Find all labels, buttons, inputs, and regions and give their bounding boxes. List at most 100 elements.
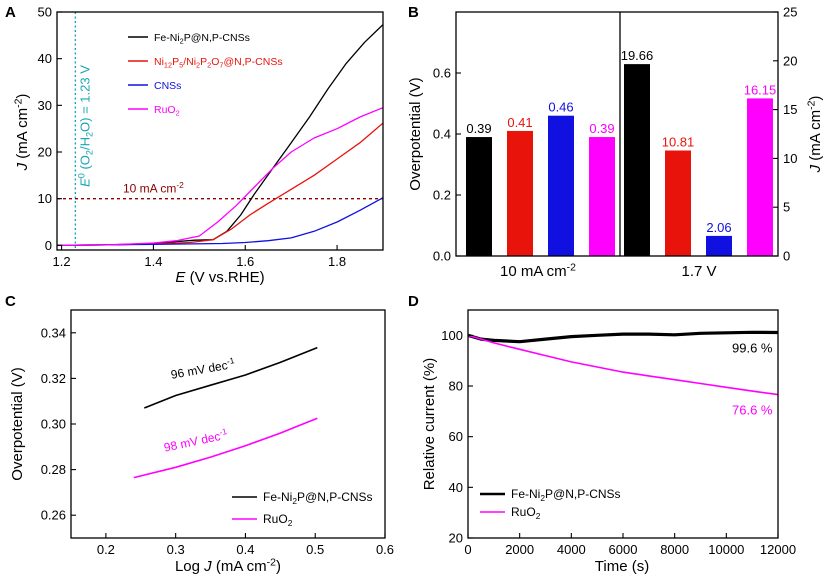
bar-1-2 — [706, 235, 732, 256]
text-span: /H — [77, 137, 92, 150]
text-span: P@N,P-CNSs — [297, 490, 373, 504]
panel-c-ylabel: Overpotential (V) — [9, 367, 26, 480]
bar-0-0 — [466, 137, 492, 256]
text-span: 2 — [85, 150, 95, 155]
bar-0-3 — [589, 137, 615, 256]
panel-b-yright-tick-label: 15 — [783, 102, 797, 117]
legend-label-3: RuO2​ — [154, 104, 180, 118]
text-span: Overpotential (V) — [9, 367, 26, 480]
text-span: @N,P-CNSs — [224, 56, 283, 68]
panel-d-x-tick-label: 10000 — [708, 542, 744, 557]
panel-a-y-tick-label: 20 — [38, 145, 52, 160]
panel-d-ylabel: Relative current (%) — [421, 358, 438, 491]
bar-0-2 — [548, 115, 574, 256]
text-span: E — [77, 178, 92, 187]
panel-c-x-tick-label: 0.6 — [376, 542, 394, 557]
slope-annotation-1: 98 mV dec-1​ — [162, 426, 229, 455]
text-span: Log — [175, 558, 204, 575]
text-span: 12 — [164, 61, 172, 70]
text-span: -2 — [567, 261, 576, 273]
series-line-1 — [56, 122, 384, 246]
panel-a-x-tick-label: 1.4 — [144, 254, 162, 269]
text-span: (mA cm — [212, 558, 267, 575]
text-span: 98 mV dec — [163, 429, 222, 455]
text-span: Fe-Ni — [263, 490, 292, 504]
bar-value-label: 10.81 — [662, 134, 695, 149]
panel-d-letter: D — [408, 293, 419, 310]
panel-c-x-tick-label: 0.5 — [306, 542, 324, 557]
hline-label: 10 mA cm-2​ — [123, 180, 184, 196]
text-span: (V vs.RHE) — [185, 269, 264, 286]
slope-line-0 — [144, 346, 318, 409]
panel-a-y-tick-label: 50 — [38, 5, 52, 20]
group-label-1: 1.7 V — [681, 263, 716, 280]
text-span: (mA cm — [14, 108, 31, 163]
panel-d-x-tick-label: 12000 — [760, 542, 796, 557]
panel-a-y-tick-label: 40 — [38, 51, 52, 66]
text-span: -1 — [218, 426, 228, 437]
text-span: P — [200, 56, 207, 68]
text-span: 99.6 % — [732, 341, 773, 356]
bar-value-label: 19.66 — [621, 48, 654, 63]
text-span: ​ — [234, 357, 236, 371]
text-span: 7 — [219, 61, 223, 70]
panel-d-x-tick-label: 4000 — [557, 542, 586, 557]
bar-value-label: 0.39 — [589, 121, 614, 136]
panel-b-yright-tick-label: 20 — [783, 53, 797, 68]
series-line-0 — [56, 24, 384, 246]
bar-0-1 — [507, 130, 533, 256]
text-span: -2 — [267, 556, 276, 568]
panel-d-x-tick-label: 2000 — [505, 542, 534, 557]
legend-c-label-1: RuO2​ — [263, 512, 293, 528]
series-line-2 — [56, 197, 384, 246]
panel-b-ylabel-left: Overpotential (V) — [407, 77, 424, 190]
panel-b-yleft-tick-label: 0.4 — [433, 127, 451, 142]
panel-b-yright-tick-label: 5 — [783, 200, 790, 215]
text-span: Ni — [154, 56, 164, 68]
text-span: -2 — [176, 180, 184, 190]
series-line-3 — [56, 107, 384, 246]
panel-b-yleft-tick-label: 0.2 — [433, 188, 451, 203]
text-span: (O — [77, 155, 92, 173]
panel-d-x-tick-label: 8000 — [660, 542, 689, 557]
text-span: J — [807, 164, 824, 173]
panel-b-yleft-tick-label: 0.0 — [433, 249, 451, 264]
panel-c-x-tick-label: 0.2 — [97, 542, 115, 557]
text-span: Fe-Ni — [511, 487, 540, 501]
panel-d-x-tick-label: 6000 — [609, 542, 638, 557]
text-span: 5 — [179, 61, 183, 70]
panel-a-y-tick-label: 30 — [38, 98, 52, 113]
text-span: O) = 1.23 V — [77, 65, 92, 132]
text-span: 10 mA cm — [123, 182, 176, 196]
panel-d-xlabel: Time (s) — [595, 558, 649, 575]
text-span: -2 — [12, 98, 24, 107]
panel-a-xlabel: E (V vs.RHE) — [175, 269, 264, 286]
text-span: (mA cm — [807, 110, 824, 165]
text-span: 2 — [536, 511, 541, 521]
panel-d-y-tick-label: 40 — [449, 480, 463, 495]
slope-annotation-0: 96 mV dec-1​ — [169, 355, 236, 382]
text-span: CNSs — [154, 80, 181, 92]
end-label-1: 76.6 % — [732, 403, 773, 418]
text-span: 10 mA cm — [500, 263, 567, 280]
bar-1-0 — [624, 64, 650, 256]
text-span: RuO — [511, 505, 536, 519]
panel-c-letter: C — [5, 293, 16, 310]
panel-a-letter: A — [5, 4, 16, 21]
slope-line-1 — [133, 417, 318, 479]
text-span: P — [172, 56, 179, 68]
legend-label-2: CNSs — [154, 80, 181, 92]
panel-c-y-tick-label: 0.30 — [41, 417, 66, 432]
text-span: 2 — [540, 493, 545, 503]
text-span: 96 mV dec — [170, 358, 229, 382]
panel-a-x-tick-label: 1.6 — [236, 254, 254, 269]
panel-a-y-tick-label: 0 — [45, 238, 52, 253]
text-span: 2 — [196, 61, 200, 70]
panel-c-y-tick-label: 0.28 — [41, 462, 66, 477]
panel-d-x-tick-label: 0 — [464, 542, 471, 557]
text-span: P@N,P-CNSs — [184, 32, 250, 44]
text-span: 2 — [176, 109, 180, 118]
text-span: /Ni — [183, 56, 196, 68]
text-span: ) — [807, 96, 824, 101]
